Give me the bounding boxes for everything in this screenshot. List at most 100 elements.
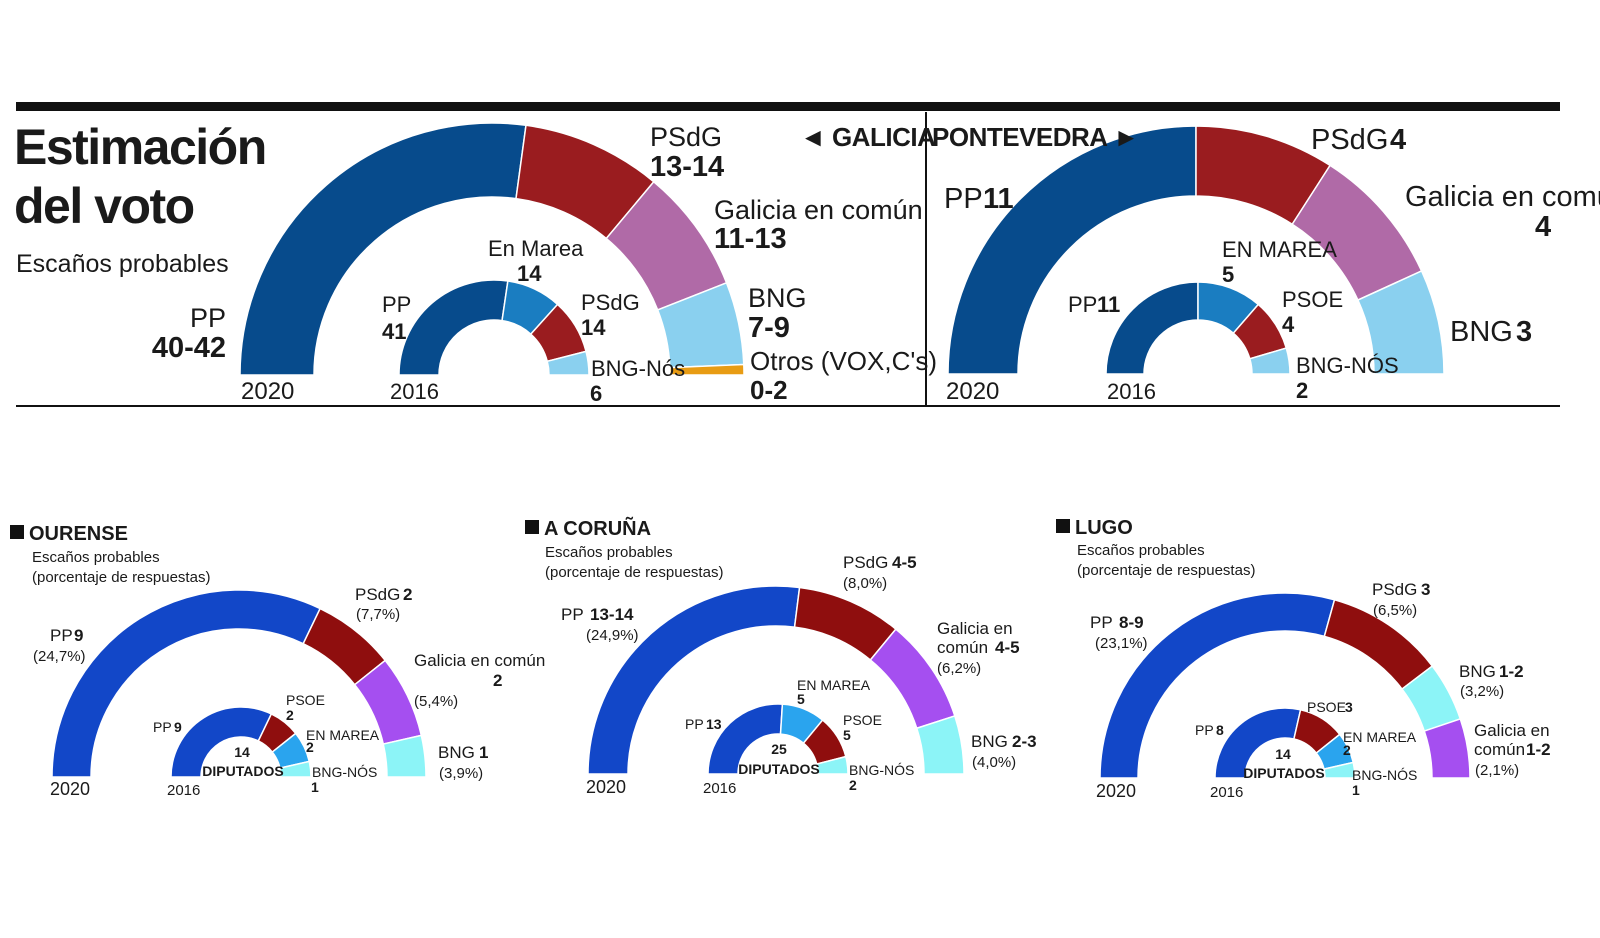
acoruna-psdg-pct: (8,0%) (843, 575, 887, 592)
ourense-inner-pp-name: PP (153, 719, 172, 735)
acoruna-pp-seats: 13-14 (590, 605, 634, 624)
pontevedra-gec-seats: 4 (1535, 211, 1551, 243)
acoruna-inner-bng-seats: 2 (849, 777, 857, 793)
galicia-pp-seats: 40-42 (152, 332, 226, 364)
acoruna-bng-name: BNG (971, 732, 1008, 751)
ourense-chart: OURENSE Escaños probables (porcentaje de… (10, 523, 545, 799)
pontevedra-bng-name: BNG (1450, 316, 1513, 348)
ourense-outer-segment-bng (382, 734, 427, 778)
lugo-outer-segment-galicia-en-comun (1423, 717, 1471, 779)
acoruna-bng-pct: (4,0%) (972, 754, 1016, 771)
page-subtitle: Escaños probables (16, 250, 229, 278)
lugo-subtitle-1: Escaños probables (1077, 542, 1205, 559)
pontevedra-bng-seats: 3 (1516, 316, 1532, 348)
lugo-inner-pp-seats: 8 (1216, 722, 1224, 738)
pontevedra-psdg-name: PSdG (1311, 124, 1388, 156)
pontevedra-outer-segment-bng (1356, 269, 1445, 375)
ourense-pp-seats: 9 (74, 626, 83, 645)
galicia-inner-psdg-seats: 14 (581, 315, 606, 340)
lugo-year-inner: 2016 (1210, 784, 1243, 801)
galicia-region-label: ◄ GALICIA (800, 122, 936, 152)
lugo-inner-segment-pp (1214, 707, 1302, 779)
galicia-chart: ◄ GALICIA PP 40-42 PSdG 13-14 Galicia en… (152, 122, 937, 406)
galicia-inner-arc (398, 279, 590, 376)
acoruna-inner-enmarea-seats: 5 (797, 691, 805, 707)
acoruna-pp-pct: (24,9%) (586, 627, 639, 644)
ourense-inner-arc (170, 706, 312, 778)
lugo-inner-segment-bng-nos (1323, 761, 1356, 779)
galicia-inner-bng-name: BNG-Nós (591, 356, 685, 381)
lugo-inner-pp-name: PP (1195, 722, 1214, 738)
pontevedra-inner-bng-name: BNG-NÓS (1296, 353, 1399, 378)
ourense-bng-name: BNG (438, 743, 475, 762)
ourense-inner-bng-seats: 1 (311, 779, 319, 795)
lugo-subtitle-2: (porcentaje de respuestas) (1077, 562, 1255, 579)
ourense-psdg-name: PSdG (355, 585, 400, 604)
galicia-inner-segment-pp (398, 279, 509, 376)
pontevedra-pp-seats: 11 (983, 183, 1014, 215)
galicia-inner-segment-bng-nos (546, 350, 590, 376)
galicia-otros-seats: 0-2 (750, 375, 788, 405)
pontevedra-inner-enmarea-seats: 5 (1222, 262, 1234, 287)
acoruna-inner-enmarea-name: EN MAREA (797, 677, 871, 693)
lugo-pp-pct: (23,1%) (1095, 635, 1148, 652)
galicia-inner-pp-seats: 41 (382, 319, 406, 344)
lugo-psdg-pct: (6,5%) (1373, 602, 1417, 619)
lugo-psdg-name: PSdG (1372, 580, 1417, 599)
lugo-outer-arc (1099, 592, 1471, 779)
pontevedra-gec-name: Galicia en común (1405, 181, 1600, 213)
ourense-inner-enmarea-seats: 2 (306, 739, 314, 755)
ourense-inner-enmarea-name: EN MAREA (306, 727, 380, 743)
acoruna-inner-bng-name: BNG-NÓS (849, 762, 914, 778)
galicia-year-inner: 2016 (390, 379, 439, 404)
pontevedra-year-inner: 2016 (1107, 379, 1156, 404)
pontevedra-inner-arc (1105, 281, 1291, 375)
lugo-inner-bng-seats: 1 (1352, 782, 1360, 798)
ourense-pp-pct: (24,7%) (33, 648, 86, 665)
pontevedra-inner-segment-pp (1105, 281, 1199, 375)
lugo-diputados-label: DIPUTADOS (1243, 765, 1324, 781)
ourense-year-outer: 2020 (50, 779, 90, 799)
ourense-subtitle-2: (porcentaje de respuestas) (32, 569, 210, 586)
galicia-outer-segment-otros-vox-c-s (669, 363, 745, 376)
pontevedra-chart: PONTEVEDRA ► PP 11 PSdG 4 Galicia en com… (932, 122, 1600, 405)
ourense-square-bullet (10, 525, 24, 539)
galicia-gec-seats: 11-13 (714, 223, 787, 255)
galicia-gec-name: Galicia en común (714, 195, 923, 225)
lugo-region-title: LUGO (1075, 517, 1133, 539)
ourense-pp-name: PP (50, 626, 73, 645)
galicia-pp-name: PP (190, 303, 226, 333)
ourense-psdg-seats: 2 (403, 585, 412, 604)
ourense-gec-seats: 2 (493, 671, 502, 690)
ourense-psdg-pct: (7,7%) (356, 606, 400, 623)
galicia-psdg-seats: 13-14 (650, 151, 724, 183)
acoruna-gec-pct: (6,2%) (937, 660, 981, 677)
galicia-outer-arc (239, 122, 745, 376)
page-title-line2: del voto (14, 178, 194, 234)
galicia-psdg-name: PSdG (650, 122, 722, 152)
galicia-bng-seats: 7-9 (748, 312, 790, 344)
lugo-psdg-seats: 3 (1421, 580, 1430, 599)
lugo-inner-arc (1214, 707, 1356, 779)
ourense-inner-segment-bng-nos (279, 760, 312, 778)
pontevedra-inner-psoe-seats: 4 (1282, 312, 1295, 337)
acoruna-diputados-count: 25 (771, 741, 787, 757)
pontevedra-pp-name: PP (944, 183, 983, 215)
pontevedra-inner-psoe-name: PSOE (1282, 287, 1343, 312)
acoruna-inner-segment-bng-nos (815, 755, 849, 775)
lugo-pp-seats: 8-9 (1119, 613, 1144, 632)
galicia-inner-enmarea-name: En Marea (488, 236, 584, 261)
pontevedra-inner-pp-name: PP (1068, 292, 1097, 317)
pontevedra-inner-enmarea-name: EN MAREA (1222, 237, 1337, 262)
galicia-inner-pp-name: PP (382, 292, 411, 317)
acoruna-gec-name: Galicia en (937, 619, 1013, 638)
lugo-gec-seats: 1-2 (1526, 740, 1551, 759)
page-title-line1: Estimación (14, 119, 266, 175)
acoruna-psdg-seats: 4-5 (892, 553, 917, 572)
acoruna-gec-name-2: común (937, 638, 988, 657)
lugo-inner-enmarea-name: EN MAREA (1343, 729, 1417, 745)
ourense-diputados-label: DIPUTADOS (202, 763, 283, 779)
acoruna-outer-segment-bng (915, 714, 965, 775)
acoruna-square-bullet (525, 520, 539, 534)
acoruna-inner-psoe-seats: 5 (843, 727, 851, 743)
